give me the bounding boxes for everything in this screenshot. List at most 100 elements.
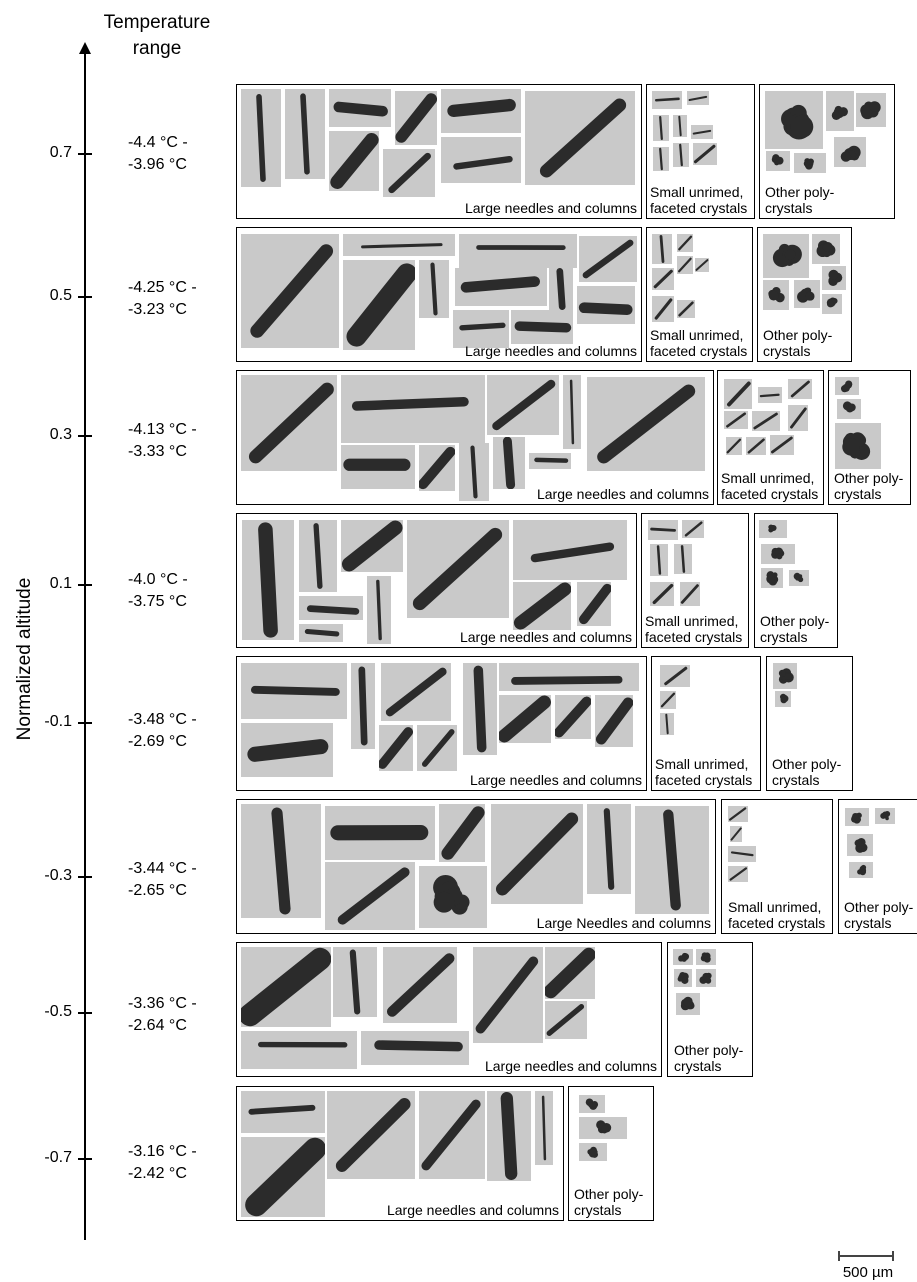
crystal-photo: [341, 445, 415, 489]
other-polycrystals-caption: Other poly-crystals: [574, 1186, 644, 1218]
small-unrimed-caption: Small unrimed, faceted crystals: [650, 327, 748, 359]
crystal-photo: [577, 582, 611, 626]
crystal-body: [692, 129, 712, 135]
crystal-silhouette: [857, 864, 867, 876]
crystal-silhouette: [539, 98, 627, 178]
crystal-body: [374, 1040, 463, 1052]
crystal-silhouette: [502, 437, 516, 489]
y-tick-label: -0.7: [44, 1149, 72, 1166]
crystal-silhouette: [388, 152, 431, 194]
crystal-body: [341, 520, 403, 572]
crystal-body: [679, 143, 683, 167]
crystal-photo: [680, 582, 700, 606]
crystal-silhouette: [730, 851, 754, 857]
crystal-photo: [837, 399, 861, 419]
crystal-body: [412, 527, 503, 611]
crystal-silhouette: [349, 949, 361, 1015]
crystal-body: [385, 667, 447, 717]
y-tick: [78, 435, 92, 437]
crystal-blob: [828, 269, 839, 280]
y-axis-arrow-icon: [79, 42, 91, 54]
crystal-body: [678, 257, 692, 273]
crystal-body: [659, 115, 663, 141]
temperature-range-label: -4.4 °C - -3.96 °C: [128, 134, 188, 173]
crystal-photo: [726, 437, 742, 455]
crystal-photo: [545, 1001, 587, 1039]
crystal-photo: [535, 1091, 553, 1165]
crystal-silhouette: [578, 583, 611, 625]
crystal-silhouette: [421, 729, 455, 767]
other-polycrystals-panel: Other poly-crystals: [667, 942, 753, 1077]
crystal-silhouette: [831, 105, 848, 120]
large-needles-panel: Large needles and columns: [236, 942, 662, 1077]
crystal-body: [470, 445, 478, 499]
other-polycrystals-panel: Other poly-crystals: [759, 84, 895, 219]
crystal-silhouette: [684, 521, 703, 537]
crystal-body: [430, 262, 438, 316]
crystal-body: [419, 446, 455, 490]
crystal-blob: [798, 577, 803, 581]
crystal-silhouette: [727, 381, 751, 407]
crystal-silhouette: [330, 824, 429, 841]
crystal-blob: [678, 955, 685, 962]
crystal-photo: [763, 280, 789, 310]
crystal-silhouette: [248, 1104, 316, 1115]
crystal-photo: [695, 258, 709, 272]
large-needles-panel: Large needles and columns: [236, 513, 637, 648]
crystal-body: [790, 407, 807, 429]
crystal-photo: [333, 947, 377, 1017]
crystal-silhouette: [341, 520, 403, 572]
crystal-photo: [343, 234, 455, 256]
crystal-photo: [766, 151, 790, 171]
large-needles-panel: Large needles and columns: [236, 370, 714, 505]
crystal-body: [306, 605, 360, 615]
crystal-silhouette: [258, 1041, 348, 1048]
crystal-body: [534, 457, 569, 463]
crystal-body: [250, 685, 340, 696]
crystal-silhouette: [430, 262, 438, 316]
crystal-body: [603, 808, 615, 890]
crystal-photo: [327, 1091, 415, 1179]
crystal-body: [492, 379, 556, 431]
crystal-photo: [341, 520, 403, 572]
crystal-photo: [555, 695, 591, 739]
crystal-body: [248, 382, 334, 464]
crystal-photo: [299, 624, 343, 642]
large-needles-caption: Large needles and columns: [464, 343, 637, 359]
crystal-photo: [650, 582, 674, 606]
crystal-photo: [241, 804, 321, 918]
crystal-photo: [761, 568, 783, 588]
crystal-photo: [577, 286, 635, 324]
crystal-photo: [325, 806, 435, 860]
crystal-photo: [763, 234, 809, 278]
crystal-silhouette: [495, 812, 579, 896]
crystal-body: [659, 235, 665, 264]
y-tick-label: 0.7: [49, 144, 72, 161]
crystal-photo: [241, 663, 347, 719]
crystal-photo: [728, 866, 748, 882]
large-needles-caption: Large needles and columns: [386, 1202, 559, 1218]
crystal-photo: [419, 866, 487, 928]
crystal-silhouette: [826, 297, 838, 308]
large-needles-panel: Large Needles and columns: [236, 799, 716, 934]
crystal-silhouette: [700, 952, 711, 963]
crystal-body: [361, 243, 443, 249]
crystal-silhouette: [241, 947, 331, 1027]
crystal-blob: [775, 156, 784, 165]
crystal-photo: [487, 375, 559, 435]
crystal-photo: [473, 947, 543, 1043]
crystal-photo: [775, 691, 791, 707]
crystal-photo: [549, 268, 573, 310]
crystal-photo: [579, 1095, 605, 1113]
crystal-silhouette: [330, 133, 379, 189]
crystal-photo: [579, 1143, 607, 1161]
crystal-silhouette: [851, 812, 862, 824]
crystal-silhouette: [385, 667, 447, 717]
crystal-photo: [759, 520, 787, 538]
crystal-photo: [499, 663, 639, 691]
crystal-photo: [343, 260, 415, 350]
crystal-blob: [776, 553, 783, 560]
crystal-silhouette: [679, 143, 683, 167]
crystal-silhouette: [771, 154, 784, 166]
temperature-range-label: -3.16 °C - -2.42 °C: [128, 1143, 197, 1182]
